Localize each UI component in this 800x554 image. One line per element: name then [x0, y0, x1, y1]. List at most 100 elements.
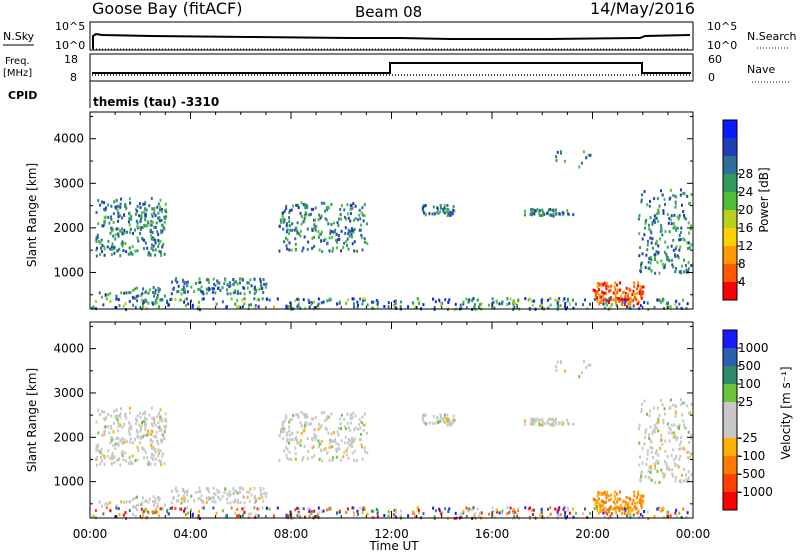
velocity-cell — [627, 501, 630, 505]
cpid-label: CPID — [8, 89, 37, 102]
velocity-cell — [160, 440, 163, 444]
velocity-cell — [422, 415, 425, 419]
velocity-cell — [328, 506, 331, 510]
power-cell — [649, 229, 652, 233]
power-cell — [193, 290, 196, 294]
power-cell — [104, 208, 107, 212]
power-cell — [129, 231, 132, 235]
power-cell — [144, 200, 147, 204]
power-cell — [320, 201, 323, 205]
velocity-cell — [637, 493, 640, 497]
power-cell — [599, 295, 602, 299]
velocity-cell — [118, 513, 121, 517]
velocity-cell — [121, 441, 124, 445]
power-cell — [101, 224, 104, 228]
power-cell — [350, 203, 353, 207]
velocity-cell — [659, 439, 662, 443]
power-cell — [566, 299, 569, 303]
velocity-cell — [149, 432, 152, 436]
velocity-cell — [239, 486, 242, 490]
power-cell — [233, 281, 236, 285]
power-cell — [679, 245, 682, 249]
velocity-cell — [113, 461, 116, 465]
power-cell — [353, 240, 356, 244]
velocity-cell — [654, 464, 657, 468]
power-cell — [317, 230, 320, 234]
velocity-cell — [596, 505, 599, 509]
velocity-cell — [183, 507, 186, 511]
power-cell — [97, 222, 100, 226]
velocity-cell — [141, 501, 144, 505]
power-cell — [603, 291, 606, 295]
velocity-cell — [224, 487, 227, 491]
power-cell — [533, 212, 536, 216]
velocity-cell — [662, 506, 665, 510]
velocity-cell — [600, 499, 603, 503]
power-cell — [334, 230, 337, 234]
power-cell — [649, 199, 652, 203]
power-cell — [354, 217, 357, 221]
velocity-cell — [98, 500, 101, 504]
power-cell — [673, 213, 676, 217]
power-cell — [335, 238, 338, 242]
velocity-cell — [180, 507, 183, 511]
power-cell — [614, 288, 617, 292]
velocity-cell — [674, 511, 677, 515]
power-cell — [649, 216, 652, 220]
velocity-cell — [112, 437, 115, 441]
power-cell — [280, 218, 283, 222]
power-cell — [120, 230, 123, 234]
velocity-cell — [296, 413, 299, 417]
power-cell — [142, 299, 145, 303]
velocity-cell — [347, 437, 350, 441]
power-cell — [539, 213, 542, 217]
velocity-cell — [337, 443, 340, 447]
velocity-cell — [597, 491, 600, 495]
power-cell — [675, 245, 678, 249]
x-tick-label: 04:00 — [173, 527, 208, 541]
power-cell — [209, 288, 212, 292]
power-cell — [432, 205, 435, 209]
power-cell — [540, 299, 543, 303]
velocity-cell — [317, 515, 320, 519]
velocity-cell — [257, 507, 260, 511]
power-cell — [286, 305, 289, 309]
velocity-cell — [626, 504, 629, 508]
velocity-cell — [212, 506, 215, 510]
velocity-cell — [306, 415, 309, 419]
velocity-cell — [278, 458, 281, 462]
power-cell — [205, 291, 208, 295]
velocity-cell — [317, 511, 320, 515]
velocity-cell — [681, 413, 684, 417]
velocity-cell — [285, 416, 288, 420]
power-cell — [512, 299, 515, 303]
velocity-cell — [393, 509, 396, 513]
power-cell — [119, 254, 122, 258]
power-cell — [165, 215, 168, 219]
power-cell — [414, 305, 417, 309]
power-cell — [682, 237, 685, 241]
power-cell — [215, 302, 218, 306]
power-cell — [110, 204, 113, 208]
velocity-cell — [316, 513, 319, 517]
power-cell — [351, 235, 354, 239]
velocity-cell — [610, 512, 613, 516]
power-cell — [326, 242, 329, 246]
velocity-cell — [528, 517, 531, 521]
power-cell — [567, 212, 570, 216]
power-cell — [154, 288, 157, 292]
power-cell — [472, 297, 475, 301]
power-cell — [97, 240, 100, 244]
velocity-cell — [666, 467, 669, 471]
power-cell — [211, 290, 214, 294]
power-cell — [160, 231, 163, 235]
velocity-cell — [102, 512, 105, 516]
power-cell — [337, 217, 340, 221]
velocity-cell — [326, 451, 329, 455]
power-cell — [285, 306, 288, 310]
velocity-cell — [508, 510, 511, 514]
power-cell — [107, 215, 110, 219]
velocity-cell — [674, 464, 677, 468]
velocity-cell — [446, 423, 449, 427]
velocity-cell — [143, 433, 146, 437]
